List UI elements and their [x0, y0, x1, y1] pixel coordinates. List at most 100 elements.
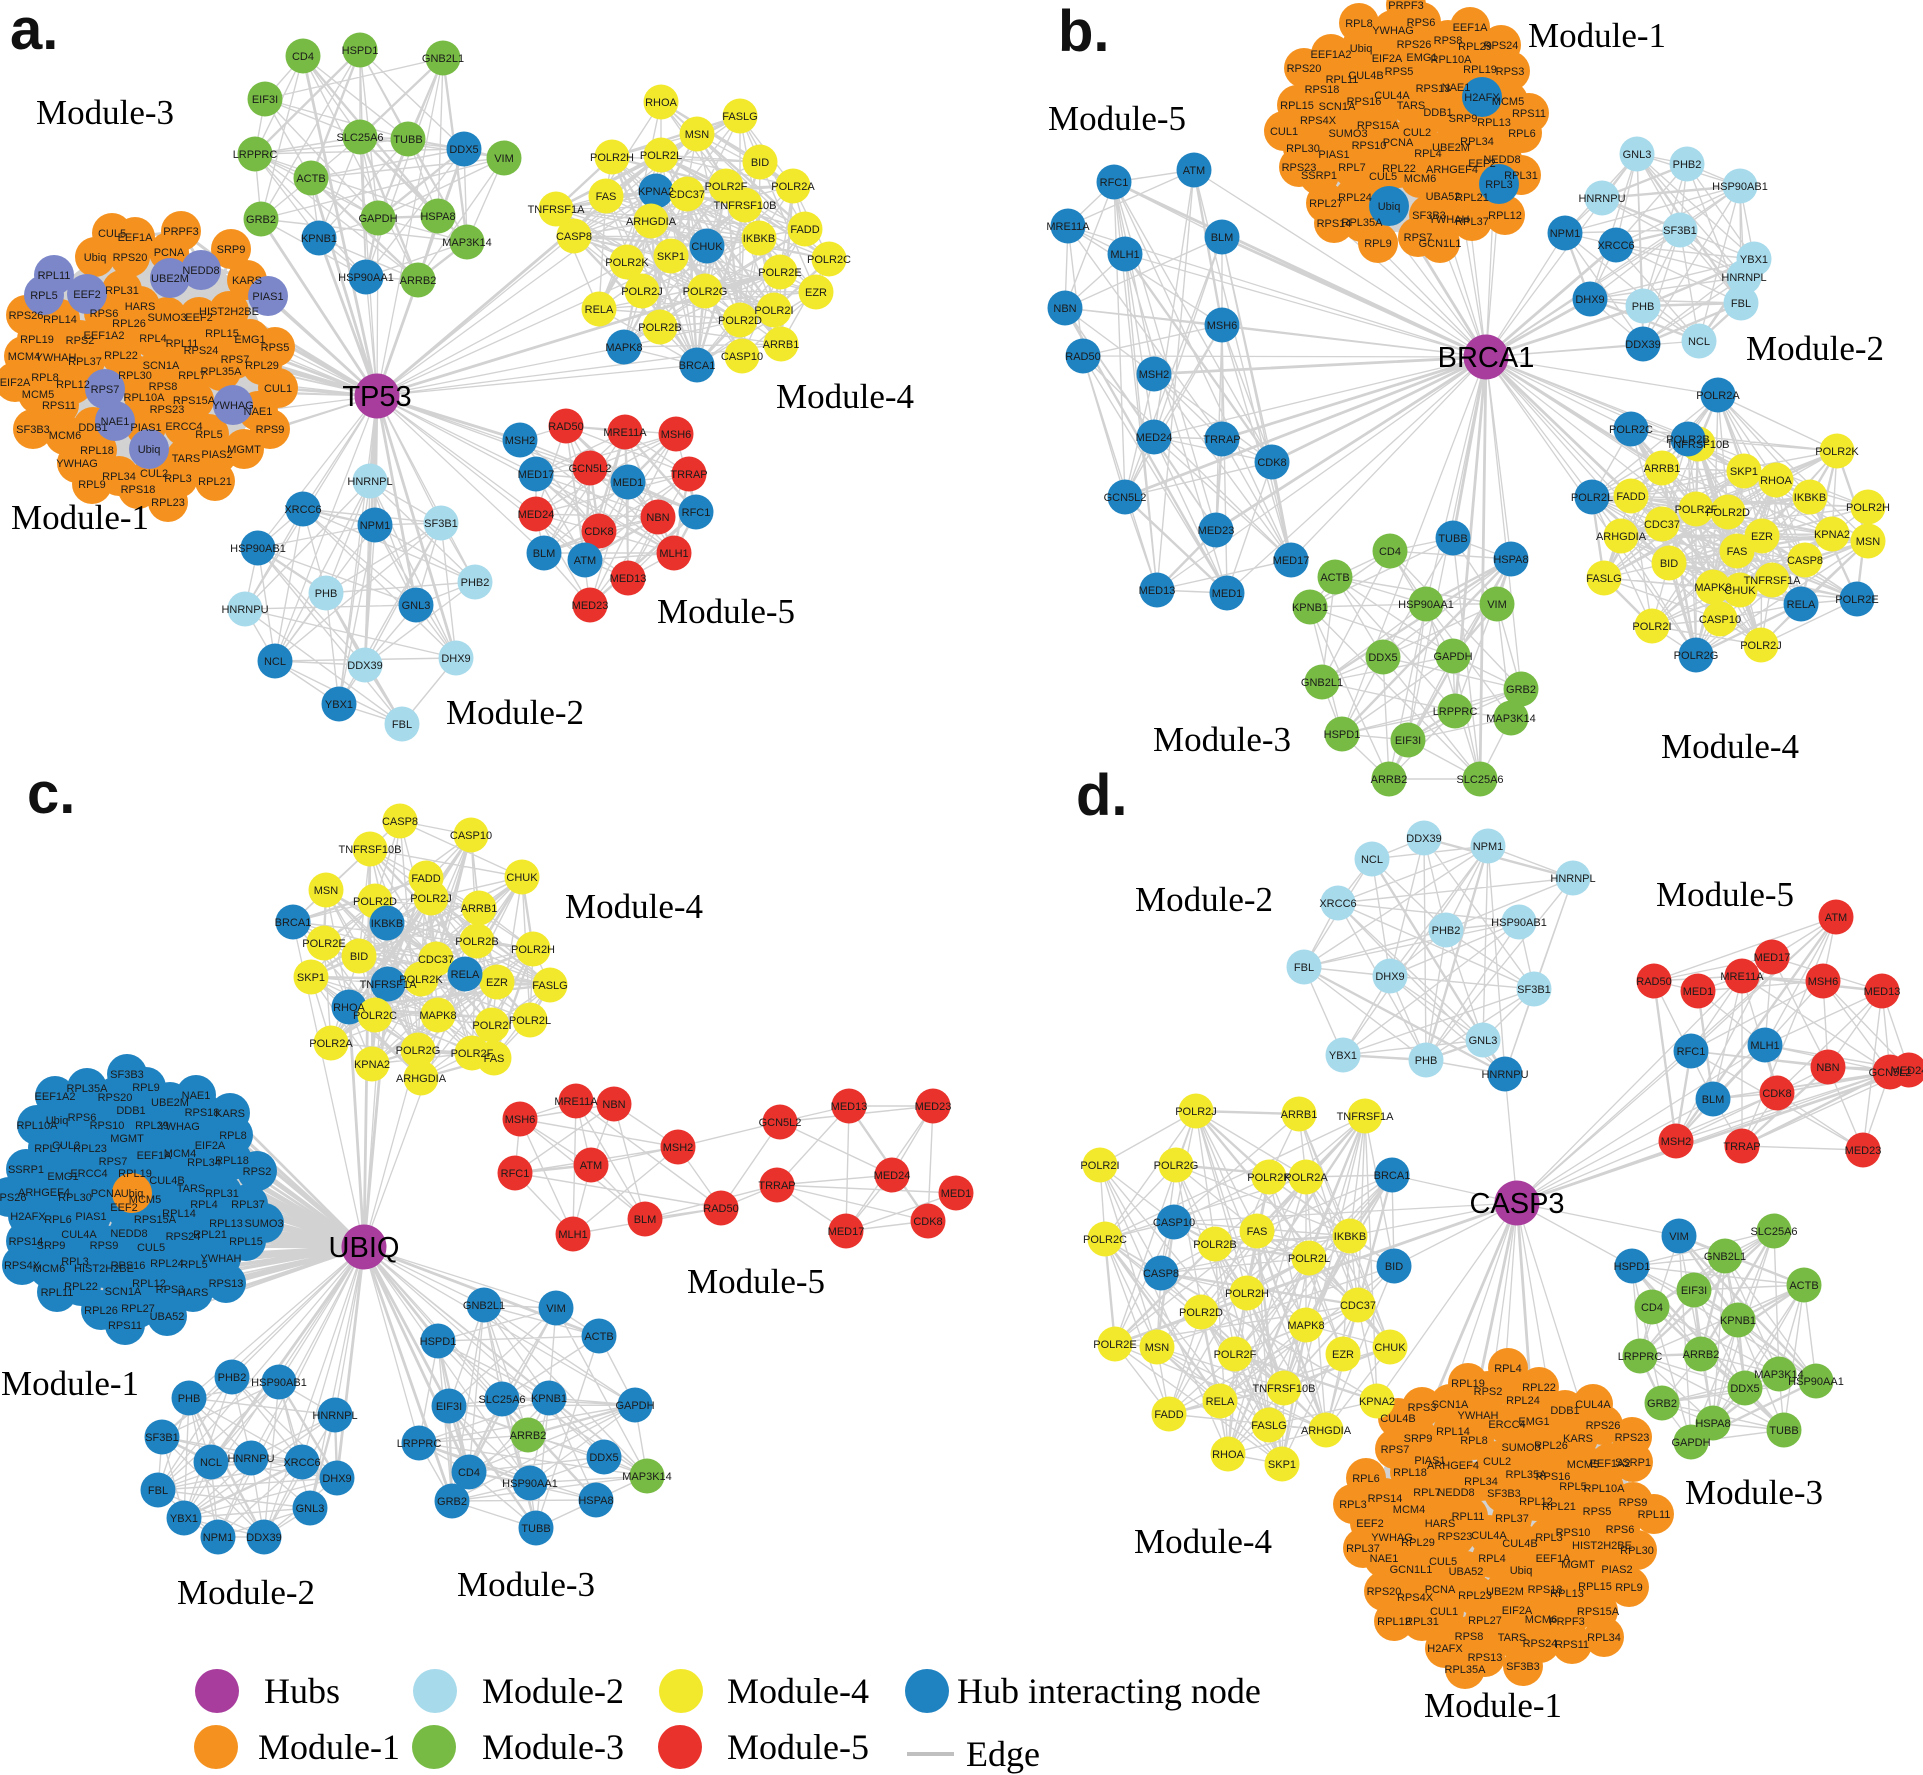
svg-text:MED24: MED24: [518, 509, 555, 521]
svg-text:YBX1: YBX1: [1740, 254, 1768, 266]
svg-text:EMG1: EMG1: [47, 1171, 78, 1183]
svg-text:RAD50: RAD50: [703, 1203, 738, 1215]
svg-text:Module-5: Module-5: [657, 592, 795, 631]
svg-text:UBA52: UBA52: [1449, 1566, 1484, 1578]
svg-text:SRP9: SRP9: [1404, 1433, 1433, 1445]
svg-text:POLR2A: POLR2A: [1284, 1172, 1328, 1184]
svg-text:CHUK: CHUK: [691, 241, 723, 253]
svg-text:DDX39: DDX39: [1406, 833, 1441, 845]
svg-text:GRB2: GRB2: [437, 1496, 467, 1508]
svg-text:ATM: ATM: [580, 1160, 602, 1172]
svg-text:ARHGEF4: ARHGEF4: [1427, 1460, 1479, 1472]
svg-text:EEF1A: EEF1A: [118, 232, 154, 244]
svg-text:RPL15: RPL15: [205, 328, 239, 340]
svg-text:MED1: MED1: [613, 477, 644, 489]
svg-text:RPL37: RPL37: [231, 1199, 265, 1211]
svg-text:RPL11: RPL11: [166, 338, 199, 350]
svg-text:MAPK8: MAPK8: [1694, 582, 1731, 594]
svg-text:PCNA: PCNA: [154, 247, 185, 259]
svg-text:UBA52: UBA52: [150, 1311, 185, 1323]
svg-text:RPL30: RPL30: [1286, 143, 1320, 155]
svg-text:TARS: TARS: [1498, 1632, 1527, 1644]
svg-text:RFC1: RFC1: [501, 1168, 530, 1180]
svg-text:TUBB: TUBB: [1438, 533, 1467, 545]
svg-text:PIAS1: PIAS1: [130, 422, 161, 434]
svg-text:GNL3: GNL3: [296, 1503, 325, 1515]
svg-text:POLR2K: POLR2K: [1815, 446, 1859, 458]
svg-text:SUMO3: SUMO3: [1328, 128, 1367, 140]
svg-text:SF3B3: SF3B3: [1506, 1661, 1540, 1673]
svg-text:RPL19: RPL19: [20, 334, 54, 346]
svg-text:FASLG: FASLG: [532, 980, 567, 992]
svg-text:POLR2H: POLR2H: [511, 944, 555, 956]
svg-text:NPM1: NPM1: [1550, 228, 1581, 240]
svg-text:RPL27: RPL27: [121, 1303, 155, 1315]
svg-text:RPL6: RPL6: [1508, 128, 1536, 140]
svg-text:Module-4: Module-4: [776, 377, 914, 416]
svg-text:FAS: FAS: [1727, 546, 1748, 558]
svg-text:HSPD1: HSPD1: [342, 45, 379, 57]
svg-text:POLR2A: POLR2A: [771, 181, 815, 193]
svg-text:CHUK: CHUK: [506, 872, 538, 884]
svg-text:EEF2: EEF2: [1356, 1518, 1384, 1530]
svg-text:GAPDH: GAPDH: [358, 213, 397, 225]
svg-text:MGMT: MGMT: [110, 1133, 144, 1145]
svg-text:GNL3: GNL3: [402, 600, 431, 612]
svg-text:RPS3: RPS3: [156, 1284, 185, 1296]
svg-text:Module-5: Module-5: [1656, 875, 1794, 914]
svg-text:FASLG: FASLG: [1586, 573, 1621, 585]
svg-text:TRRAP: TRRAP: [670, 469, 707, 481]
svg-text:RPL21: RPL21: [1542, 1501, 1576, 1513]
svg-text:MAP3K14: MAP3K14: [622, 1471, 672, 1483]
svg-text:EIF2A: EIF2A: [195, 1140, 226, 1152]
svg-text:RPL7: RPL7: [178, 370, 206, 382]
svg-text:Hubs: Hubs: [264, 1671, 340, 1711]
svg-text:CUL1: CUL1: [1270, 126, 1298, 138]
svg-text:KARS: KARS: [1563, 1433, 1593, 1445]
svg-text:ARRB2: ARRB2: [1683, 1349, 1720, 1361]
svg-text:RPL26: RPL26: [112, 318, 146, 330]
svg-text:SF3B1: SF3B1: [1517, 984, 1551, 996]
svg-text:MED13: MED13: [1864, 986, 1901, 998]
svg-text:TARS: TARS: [172, 453, 201, 465]
svg-text:ATM: ATM: [1825, 912, 1847, 924]
svg-text:RPL31: RPL31: [105, 285, 139, 297]
svg-text:EIF2A: EIF2A: [0, 377, 31, 389]
svg-text:Module-3: Module-3: [482, 1727, 624, 1767]
svg-text:MSN: MSN: [685, 129, 710, 141]
svg-text:HARS: HARS: [178, 1287, 209, 1299]
svg-text:RPS8: RPS8: [1434, 35, 1463, 47]
svg-text:CDC37: CDC37: [669, 189, 705, 201]
svg-text:POLR2I: POLR2I: [1080, 1160, 1119, 1172]
svg-text:MCM6: MCM6: [1404, 173, 1436, 185]
svg-text:RPL14: RPL14: [162, 1208, 196, 1220]
svg-text:RAD50: RAD50: [1636, 976, 1671, 988]
svg-text:CDK8: CDK8: [1257, 457, 1286, 469]
svg-text:RPL30: RPL30: [58, 1192, 92, 1204]
svg-text:MLH1: MLH1: [558, 1229, 587, 1241]
svg-text:RPL11: RPL11: [41, 1287, 74, 1299]
svg-text:RPS15A: RPS15A: [1357, 120, 1400, 132]
svg-text:RPS26: RPS26: [0, 1192, 26, 1204]
svg-text:EEF2: EEF2: [110, 1202, 138, 1214]
svg-text:NEDD8: NEDD8: [182, 265, 219, 277]
svg-text:RPL27: RPL27: [1468, 1615, 1502, 1627]
svg-text:MCM6: MCM6: [1525, 1614, 1557, 1626]
svg-text:RPS11: RPS11: [42, 400, 76, 412]
svg-text:RFC1: RFC1: [1677, 1046, 1706, 1058]
svg-text:RPS4X: RPS4X: [1397, 1592, 1434, 1604]
svg-text:EIF3I: EIF3I: [252, 94, 278, 106]
svg-text:IKBKB: IKBKB: [1794, 492, 1826, 504]
svg-text:MSH6: MSH6: [661, 429, 692, 441]
svg-text:POLR2C: POLR2C: [1609, 424, 1653, 436]
svg-text:EIF2A: EIF2A: [1372, 53, 1403, 65]
svg-text:MCM5: MCM5: [22, 389, 54, 401]
svg-text:EMG1: EMG1: [1518, 1416, 1549, 1428]
svg-text:Module-5: Module-5: [687, 1262, 825, 1301]
svg-text:DDX39: DDX39: [246, 1532, 281, 1544]
svg-text:SKP1: SKP1: [657, 251, 685, 263]
svg-text:RPL3: RPL3: [61, 1256, 89, 1268]
svg-text:ACTB: ACTB: [1789, 1280, 1818, 1292]
svg-text:KPNA2: KPNA2: [1359, 1396, 1395, 1408]
svg-text:DHX9: DHX9: [441, 653, 470, 665]
